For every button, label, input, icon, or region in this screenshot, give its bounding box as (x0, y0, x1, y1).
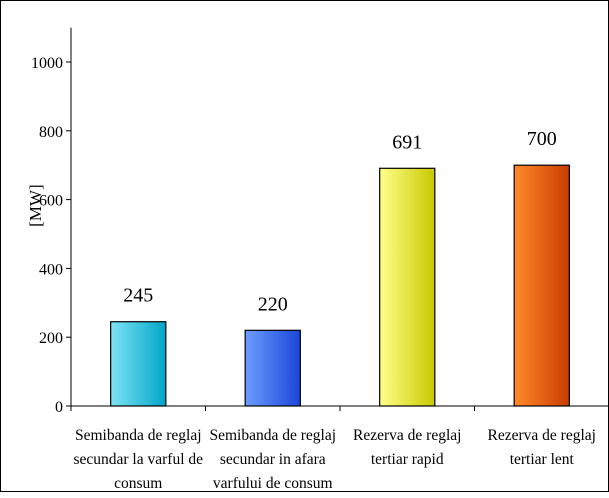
y-tick-label: 800 (39, 124, 63, 141)
y-tick-label: 200 (39, 330, 63, 347)
y-tick-label: 600 (39, 193, 63, 210)
bar (110, 321, 167, 407)
x-tick-label: Semibanda de reglaj secundar in afara varf… (209, 427, 336, 492)
data-label: 691 (392, 131, 422, 153)
bar (513, 164, 570, 407)
x-tick-label: Rezerva de reglaj tertiar rapid (353, 427, 461, 468)
y-tick-label: 0 (55, 399, 63, 416)
x-tick-label: Semibanda de reglaj secundar la varful de… (73, 427, 203, 492)
y-tick-label: 1000 (31, 55, 63, 72)
data-label: 220 (258, 293, 288, 315)
x-tick-label: Rezerva de reglaj tertiar lent (488, 427, 596, 468)
data-label: 700 (527, 128, 557, 150)
y-tick-label: 400 (39, 261, 63, 278)
bar (379, 167, 436, 407)
bar (244, 329, 301, 407)
data-label: 245 (123, 285, 153, 307)
y-axis-label: [MW] (26, 184, 45, 226)
